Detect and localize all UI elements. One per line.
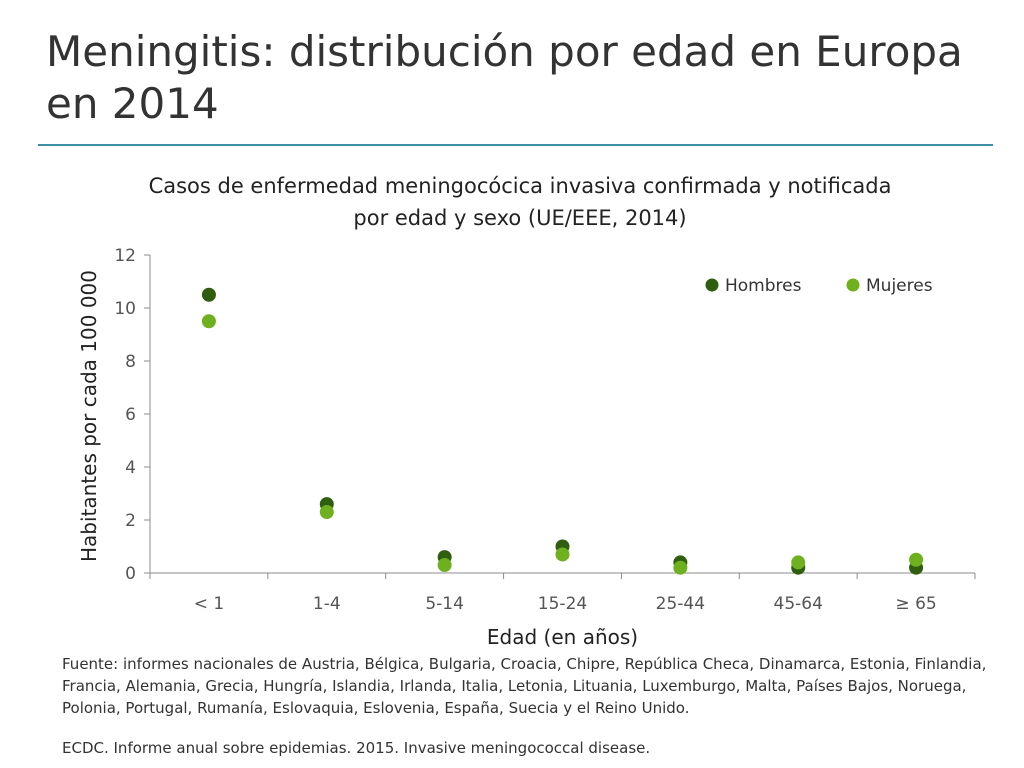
x-tick-label: 5-14	[425, 594, 464, 614]
point-mujeres	[909, 552, 924, 567]
point-mujeres	[791, 555, 806, 570]
y-tick-label: 0	[125, 564, 136, 584]
chart-title-line-2: por edad y sexo (UE/EEE, 2014)	[353, 206, 687, 230]
reference-note: ECDC. Informe anual sobre epidemias. 201…	[62, 739, 651, 757]
x-tick-label: < 1	[194, 594, 224, 614]
chart-title: Casos de enfermedad meningocócica invasi…	[0, 170, 1024, 234]
slide-title: Meningitis: distribución por edad en Eur…	[46, 27, 963, 128]
point-mujeres	[555, 547, 570, 562]
point-mujeres	[673, 560, 688, 575]
y-tick-label: 6	[125, 405, 136, 425]
y-axis-title: Habitantes por cada 100 000	[77, 270, 101, 562]
x-axis-title: Edad (en años)	[487, 625, 638, 649]
title-divider	[38, 144, 993, 146]
y-tick-label: 8	[125, 352, 136, 372]
chart-title-line-1: Casos de enfermedad meningocócica invasi…	[148, 174, 892, 198]
legend-label-mujeres: Mujeres	[866, 276, 933, 296]
x-tick-label: 15-24	[538, 594, 587, 614]
legend-marker-mujeres	[846, 278, 860, 292]
point-mujeres	[437, 558, 452, 573]
legend-marker-hombres	[705, 278, 719, 292]
y-tick-label: 2	[125, 511, 136, 531]
source-footnote: Fuente: informes nacionales de Austria, …	[62, 655, 987, 717]
x-tick-label: ≥ 65	[895, 594, 936, 614]
x-tick-label: 45-64	[774, 594, 823, 614]
y-tick-label: 10	[114, 299, 136, 319]
point-hombres	[201, 287, 216, 302]
point-mujeres	[201, 314, 216, 329]
y-tick-label: 4	[125, 458, 136, 478]
y-tick-label: 12	[114, 246, 136, 266]
legend-label-hombres: Hombres	[725, 276, 802, 296]
point-mujeres	[319, 505, 334, 520]
x-tick-label: 25-44	[656, 594, 705, 614]
x-tick-label: 1-4	[313, 594, 341, 614]
